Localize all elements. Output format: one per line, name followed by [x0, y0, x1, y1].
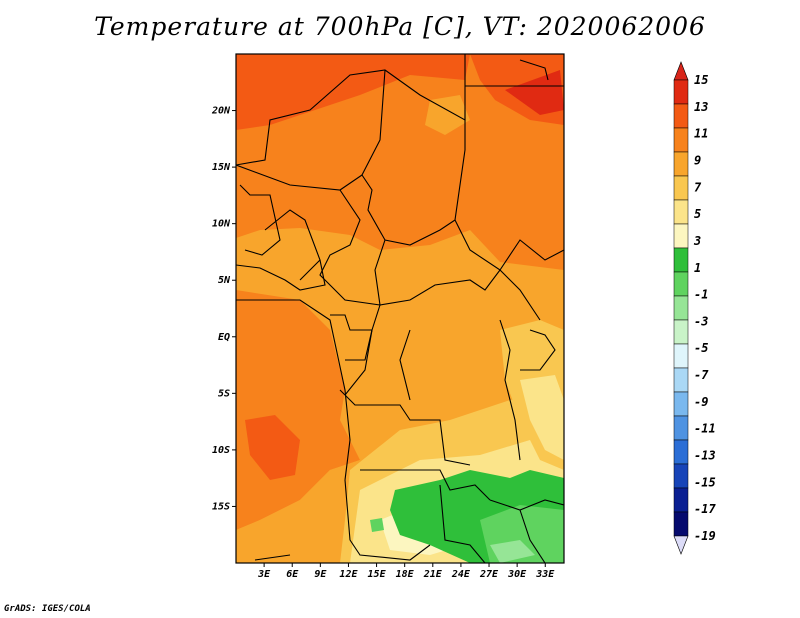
- latitude-axis: 20N 15N 10N 5N EQ 5S 10S 15S: [211, 106, 236, 512]
- map-title: Temperature at 700hPa [C], VT: 202006200…: [94, 12, 706, 41]
- lat-tick-label: 20N: [211, 106, 231, 117]
- colorbar-label: 15: [694, 73, 708, 87]
- colorbar-segment: [673, 247, 689, 273]
- lat-tick-label: EQ: [218, 332, 230, 343]
- colorbar-label: -5: [694, 341, 708, 355]
- temperature-field: [236, 54, 564, 563]
- colorbar-label: -7: [694, 368, 709, 382]
- lon-tick-label: 18E: [396, 569, 415, 580]
- lon-tick-label: 33E: [535, 569, 555, 580]
- lon-tick-label: 24E: [451, 569, 471, 580]
- colorbar-segment: [673, 223, 689, 249]
- colorbar-segment: [673, 199, 689, 225]
- lat-tick-label: 15N: [212, 162, 231, 173]
- grads-credit: GrADS: IGES/COLA: [4, 604, 91, 614]
- colorbar-label: -17: [694, 502, 716, 516]
- colorbar-label: 9: [694, 153, 701, 167]
- colorbar-segment: [673, 319, 689, 345]
- lat-tick-label: 5N: [218, 275, 231, 286]
- colorbar-segment: [673, 175, 689, 201]
- colorbar-segment: [673, 439, 689, 465]
- colorbar-segment: [673, 103, 689, 129]
- colorbar-label: -1: [694, 288, 708, 302]
- colorbar-segment: [673, 463, 689, 489]
- colorbar-label: 5: [694, 207, 701, 221]
- lon-tick-label: 27E: [479, 569, 499, 580]
- lat-tick-label: 10N: [212, 219, 231, 230]
- colorbar-segment: [673, 487, 689, 513]
- colorbar-segment: [673, 271, 689, 297]
- colorbar-label: -11: [694, 422, 716, 436]
- colorbar-segment: [673, 79, 689, 105]
- colorbar-label: 11: [694, 127, 708, 141]
- colorbar-segment: [673, 511, 689, 537]
- country-borders: [236, 54, 564, 563]
- colorbar-segment: [673, 127, 689, 153]
- colorbar-label: -13: [694, 449, 716, 463]
- colorbar-segment: [673, 391, 689, 417]
- lon-tick-label: 9E: [314, 569, 327, 580]
- colorbar-label: 3: [693, 234, 701, 248]
- colorbar-bottom-arrow: [673, 535, 689, 555]
- colorbar-label: -19: [694, 529, 716, 543]
- longitude-axis: 3E 6E 9E 12E 15E 18E 21E 24E 27E 30E 33E: [257, 563, 555, 580]
- lon-tick-label: 30E: [507, 569, 527, 580]
- lon-tick-label: 15E: [368, 569, 387, 580]
- colorbar-label: -3: [694, 314, 708, 328]
- lat-tick-label: 10S: [212, 445, 230, 456]
- colorbar-segment: [673, 151, 689, 177]
- colorbar-segment: [673, 343, 689, 369]
- lon-tick-label: 12E: [339, 569, 358, 580]
- colorbar: 15 13 11 9 7 5 3 1 -1 -3 -5 -7 -9 -11 -13 -15 -17 -19: [673, 61, 716, 555]
- lon-tick-label: 21E: [423, 569, 443, 580]
- lat-tick-label: 15S: [212, 501, 230, 512]
- colorbar-label: -15: [694, 475, 716, 489]
- colorbar-label: 13: [694, 100, 708, 114]
- colorbar-top-arrow: [673, 61, 689, 81]
- plot-frame: [235, 53, 565, 564]
- colorbar-label: 7: [694, 180, 702, 194]
- colorbar-label: -9: [694, 395, 708, 409]
- lon-tick-label: 6E: [286, 569, 299, 580]
- colorbar-segment: [673, 367, 689, 393]
- colorbar-segment: [673, 295, 689, 321]
- lon-tick-label: 3E: [257, 569, 271, 580]
- lat-tick-label: 5S: [218, 388, 230, 399]
- colorbar-segment: [673, 415, 689, 441]
- colorbar-label: 1: [694, 261, 701, 275]
